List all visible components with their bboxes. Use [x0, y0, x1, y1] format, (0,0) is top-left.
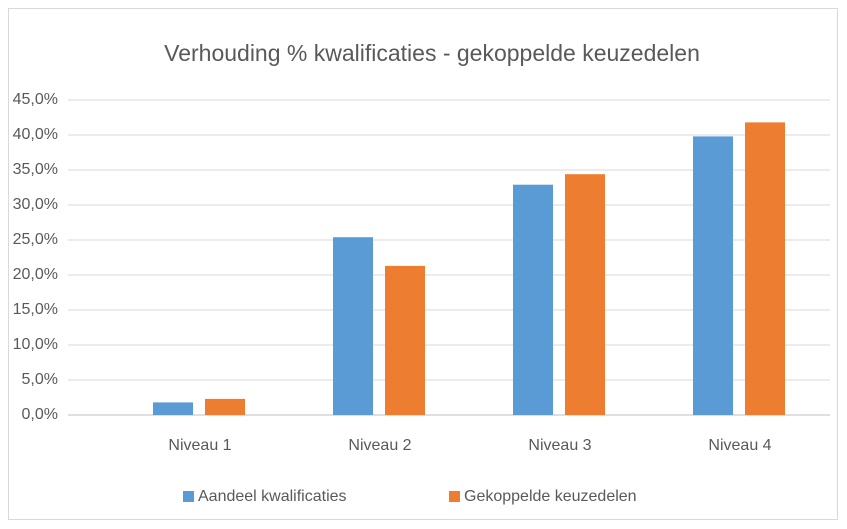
y-tick-label: 45,0% — [13, 91, 58, 108]
x-tick-label: Niveau 1 — [168, 437, 231, 454]
x-tick-label: Niveau 3 — [528, 437, 591, 454]
y-tick-label: 35,0% — [13, 161, 58, 178]
legend-swatch — [449, 491, 460, 502]
y-tick-label: 20,0% — [13, 266, 58, 283]
bar — [385, 265, 425, 415]
legend-label: Gekoppelde keuzedelen — [464, 488, 637, 505]
bar — [565, 174, 605, 415]
chart-title: Verhouding % kwalificaties - gekoppelde … — [164, 40, 700, 66]
legend-swatch — [183, 491, 194, 502]
y-tick-label: 40,0% — [13, 126, 58, 143]
y-tick-label: 0,0% — [22, 406, 58, 423]
y-tick-label: 25,0% — [13, 231, 58, 248]
bar — [745, 122, 785, 416]
bar — [333, 237, 373, 415]
y-tick-label: 10,0% — [13, 336, 58, 353]
bar — [205, 398, 245, 415]
bar — [513, 184, 553, 415]
y-tick-label: 15,0% — [13, 301, 58, 318]
legend-label: Aandeel kwalificaties — [198, 488, 347, 505]
y-tick-label: 30,0% — [13, 196, 58, 213]
bar — [153, 402, 193, 415]
x-tick-label: Niveau 4 — [708, 437, 771, 454]
x-tick-label: Niveau 2 — [348, 437, 411, 454]
y-tick-label: 5,0% — [22, 371, 58, 388]
bar — [693, 136, 733, 415]
